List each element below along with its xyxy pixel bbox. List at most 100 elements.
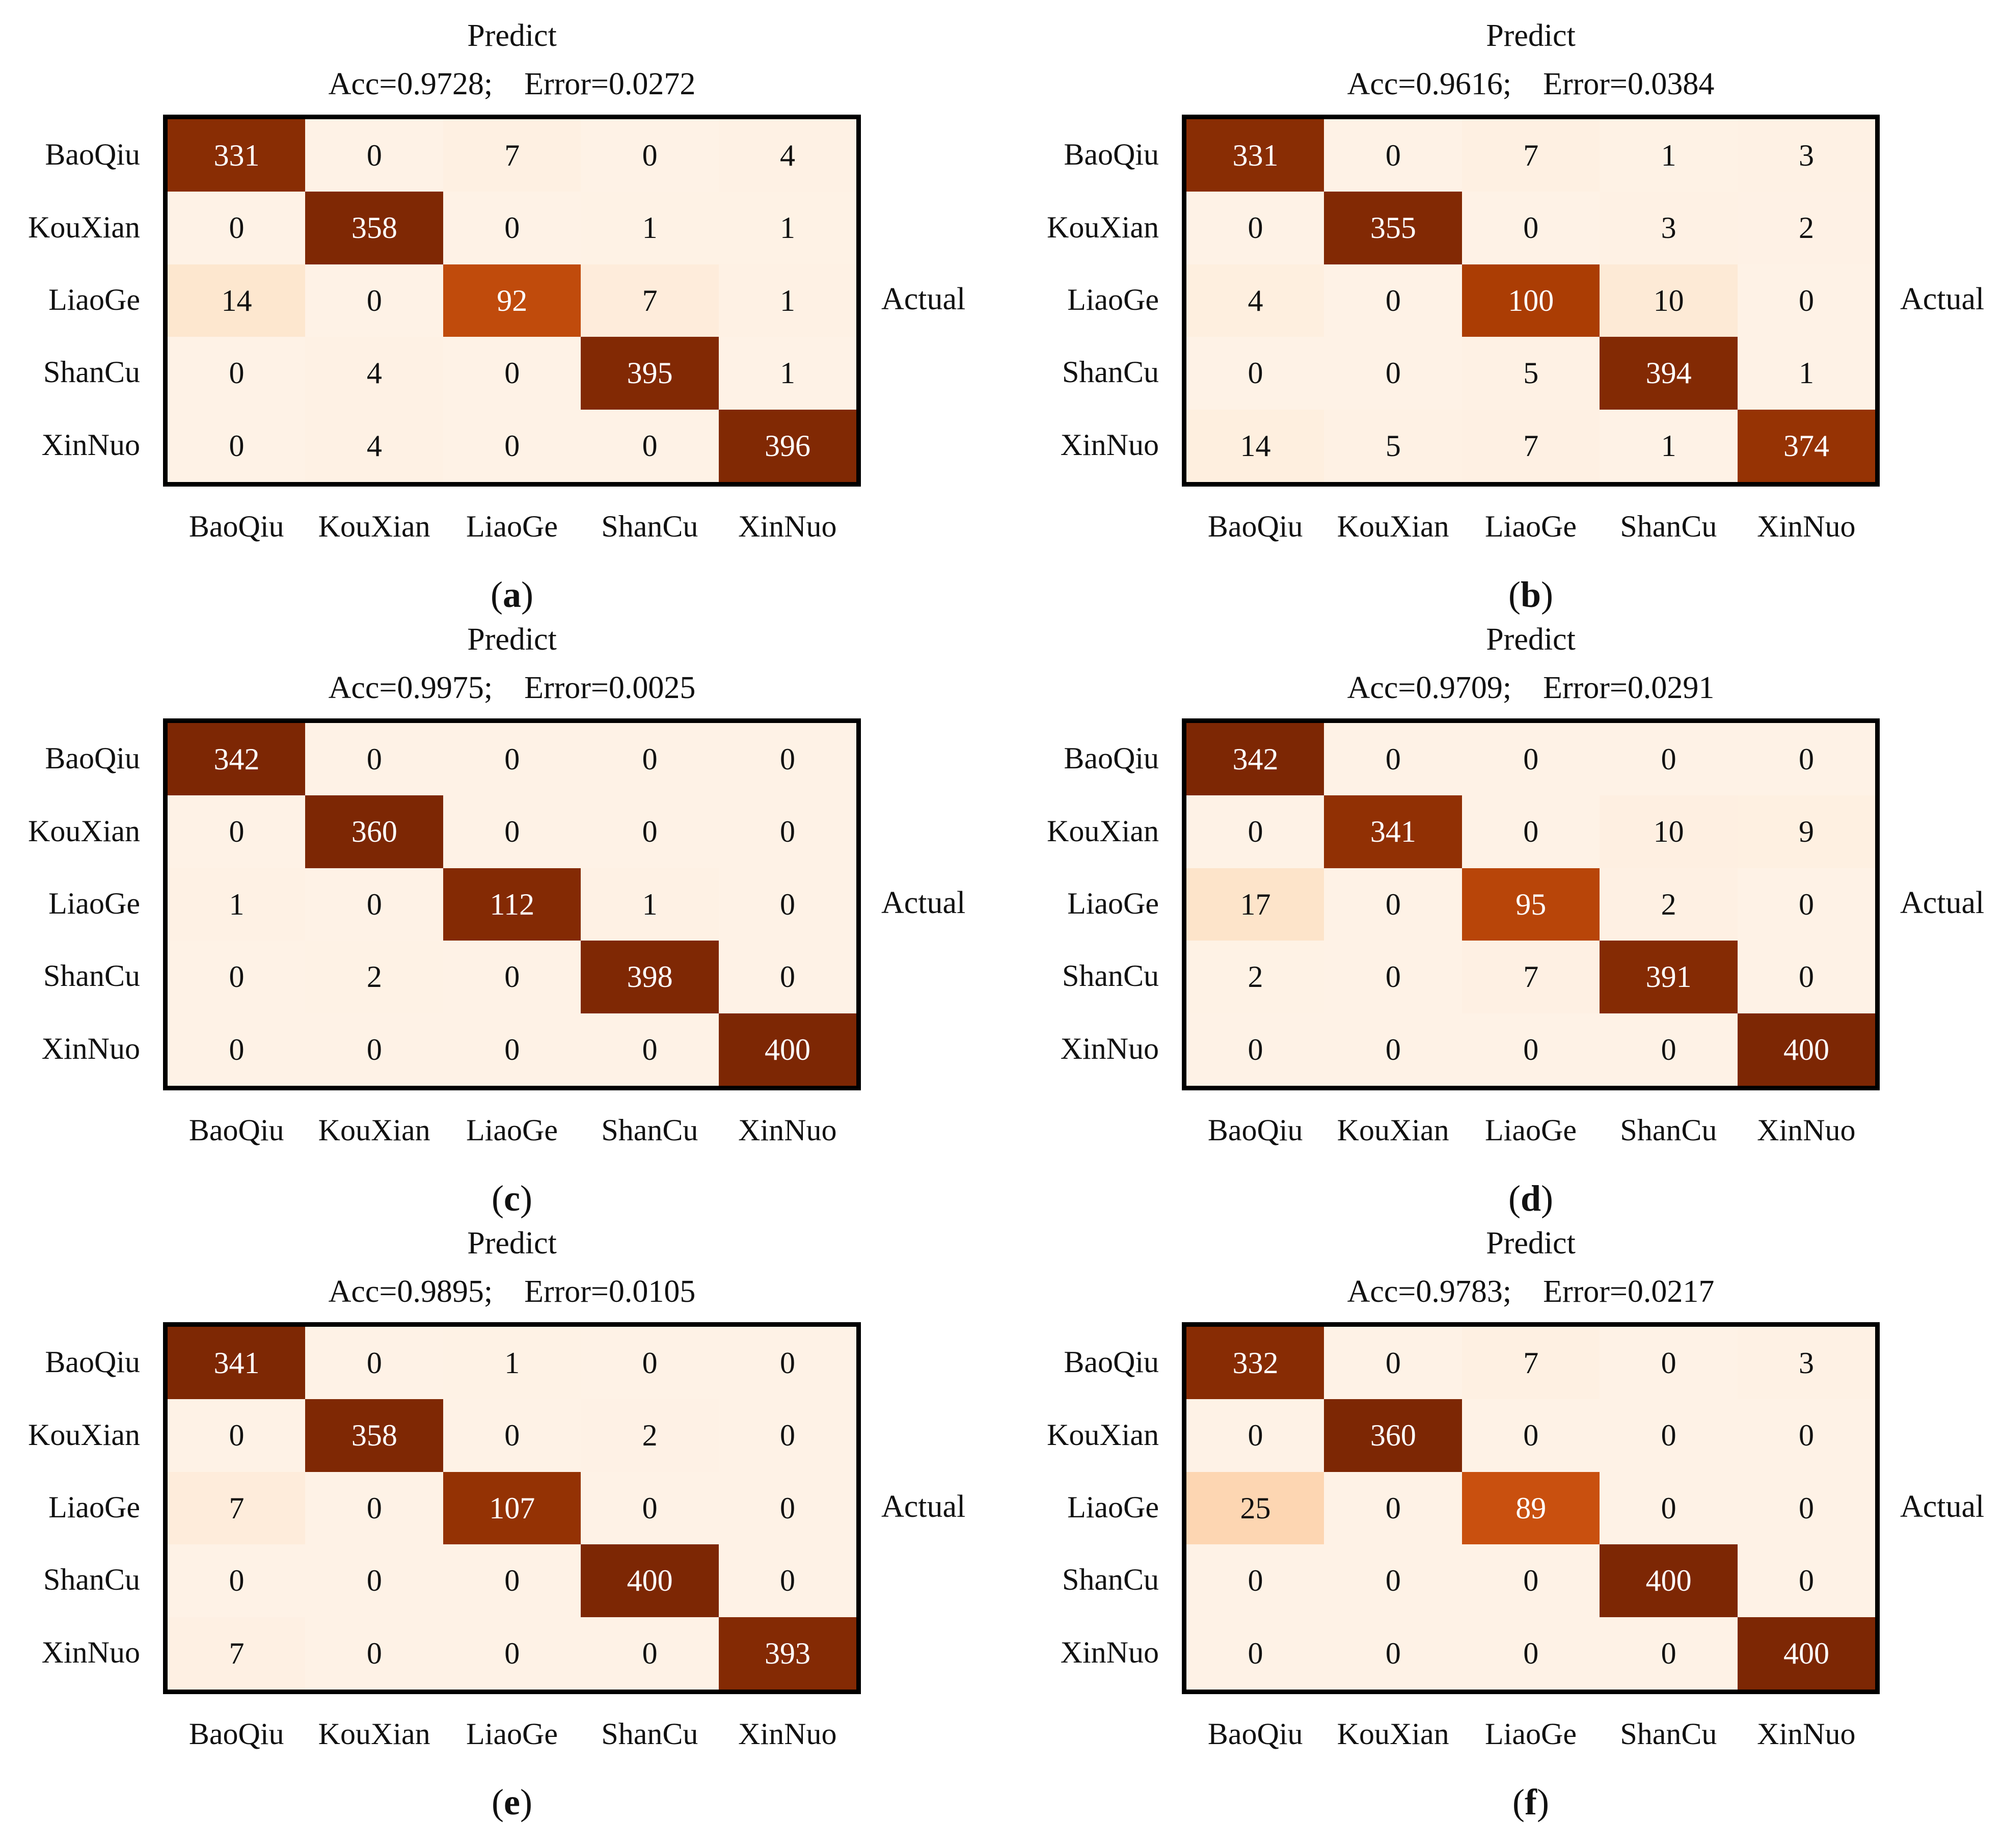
column-label: ShanCu (601, 1113, 698, 1147)
chart-title: Predict (1486, 18, 1576, 53)
matrix-cell: 0 (1737, 1544, 1876, 1618)
row-label: LiaoGe (48, 887, 140, 920)
matrix-cell: 0 (718, 941, 857, 1014)
matrix-cell: 0 (1737, 264, 1876, 337)
matrix-cell: 10 (1600, 264, 1738, 337)
matrix-cell: 14 (168, 264, 306, 337)
row-label: ShanCu (1062, 355, 1159, 389)
column-label: KouXian (1337, 1717, 1449, 1751)
matrix-cell: 0 (1737, 941, 1876, 1014)
row-label: BaoQiu (45, 138, 140, 172)
matrix-cell: 0 (581, 409, 719, 483)
matrix-cell: 0 (1324, 119, 1463, 192)
accuracy-line: Acc=0.9895; Error=0.0105 (206, 1274, 818, 1310)
error-value: Error=0.0105 (524, 1274, 696, 1309)
matrix-cell: 7 (1461, 1327, 1600, 1400)
matrix-cell: 7 (168, 1471, 306, 1545)
actual-axis-label: Actual (1900, 1489, 1985, 1524)
matrix-cell: 358 (305, 1399, 444, 1472)
matrix-cell: 0 (1461, 1399, 1600, 1472)
matrix-cell: 0 (1324, 1327, 1463, 1400)
column-label: LiaoGe (466, 1717, 558, 1751)
row-label: XinNuo (1060, 427, 1159, 462)
matrix-cell: 2 (1600, 868, 1738, 941)
panel-letter: d (1520, 1178, 1541, 1219)
matrix-cell: 0 (581, 1617, 719, 1690)
panel-letter: f (1525, 1782, 1537, 1823)
panel-letter: a (503, 574, 521, 615)
matrix-cell: 1 (168, 868, 306, 941)
matrix-cell: 393 (718, 1617, 857, 1690)
matrix-cell: 0 (718, 1471, 857, 1545)
matrix-cell: 0 (443, 192, 581, 265)
confusion-matrix: 331 0 7 1 3 0 355 0 3 2 4 0 100 10 0 0 0 5 394 1 14 5 7 1 374 (1182, 115, 1880, 487)
row-label: KouXian (1047, 814, 1159, 848)
matrix-cell: 100 (1461, 264, 1600, 337)
accuracy-value: Acc=0.9728; (328, 67, 493, 101)
accuracy-value: Acc=0.9895; (328, 1274, 493, 1309)
chart-title: Predict (1486, 1226, 1576, 1261)
actual-axis-label: Actual (881, 886, 966, 920)
matrix-cell: 7 (581, 264, 719, 337)
error-value: Error=0.0025 (524, 671, 696, 705)
matrix-cell: 2 (305, 941, 444, 1014)
matrix-cell: 331 (1186, 119, 1324, 192)
matrix-cell: 0 (168, 337, 306, 410)
matrix-cell: 0 (718, 1399, 857, 1472)
matrix-cell: 0 (168, 941, 306, 1014)
row-label: BaoQiu (45, 741, 140, 775)
row-label: XinNuo (41, 1031, 140, 1065)
row-label: XinNuo (41, 1635, 140, 1669)
column-label: BaoQiu (188, 510, 284, 543)
matrix-cell: 0 (168, 409, 306, 483)
matrix-cell: 0 (443, 1399, 581, 1472)
column-label: LiaoGe (466, 1113, 558, 1147)
matrix-cell: 1 (1737, 337, 1876, 410)
matrix-cell: 0 (1600, 1617, 1738, 1690)
accuracy-value: Acc=0.9783; (1347, 1274, 1512, 1309)
matrix-cell: 0 (168, 192, 306, 265)
matrix-cell: 0 (443, 723, 581, 796)
matrix-cell: 0 (581, 1471, 719, 1545)
matrix-cell: 0 (1324, 1013, 1463, 1086)
actual-axis-label: Actual (1900, 886, 1985, 920)
row-label: KouXian (1047, 1417, 1159, 1452)
row-label: KouXian (28, 1417, 140, 1452)
panel-caption: (a) (491, 574, 533, 615)
panel-caption: (b) (1508, 574, 1553, 615)
row-label: LiaoGe (48, 283, 140, 316)
row-label: XinNuo (41, 427, 140, 462)
matrix-cell: 7 (443, 119, 581, 192)
confusion-matrix: 331 0 7 0 4 0 358 0 1 1 14 0 92 7 1 0 4 0 395 1 0 4 0 0 396 (163, 115, 861, 487)
accuracy-line: Acc=0.9975; Error=0.0025 (206, 670, 818, 706)
column-label: KouXian (318, 1113, 430, 1147)
column-label: BaoQiu (188, 1717, 284, 1751)
confusion-matrix: 332 0 7 0 3 0 360 0 0 0 25 0 89 0 0 0 0 0 400 0 0 0 0 0 400 (1182, 1322, 1880, 1694)
chart-title: Predict (1486, 622, 1576, 657)
matrix-cell: 0 (1324, 723, 1463, 796)
panel-caption: (d) (1508, 1178, 1553, 1219)
accuracy-value: Acc=0.9975; (328, 671, 493, 705)
matrix-cell: 0 (1324, 337, 1463, 410)
matrix-cell: 0 (305, 1471, 444, 1545)
matrix-cell: 5 (1461, 337, 1600, 410)
row-label: XinNuo (1060, 1031, 1159, 1065)
matrix-cell: 95 (1461, 868, 1600, 941)
accuracy-line: Acc=0.9709; Error=0.0291 (1225, 670, 1836, 706)
chart-title: Predict (467, 1226, 557, 1261)
panel-caption: (f) (1512, 1782, 1549, 1823)
matrix-cell: 0 (1186, 1013, 1324, 1086)
matrix-cell: 112 (443, 868, 581, 941)
matrix-cell: 400 (1600, 1544, 1738, 1618)
column-label: LiaoGe (1485, 1717, 1577, 1751)
matrix-cell: 341 (1324, 795, 1463, 869)
matrix-cell: 1 (581, 192, 719, 265)
matrix-cell: 341 (168, 1327, 306, 1400)
matrix-cell: 107 (443, 1471, 581, 1545)
matrix-cell: 3 (1737, 119, 1876, 192)
panel-letter: b (1520, 574, 1541, 615)
column-label: BaoQiu (1207, 1113, 1303, 1147)
matrix-cell: 398 (581, 941, 719, 1014)
column-label: LiaoGe (466, 510, 558, 543)
matrix-cell: 0 (305, 868, 444, 941)
